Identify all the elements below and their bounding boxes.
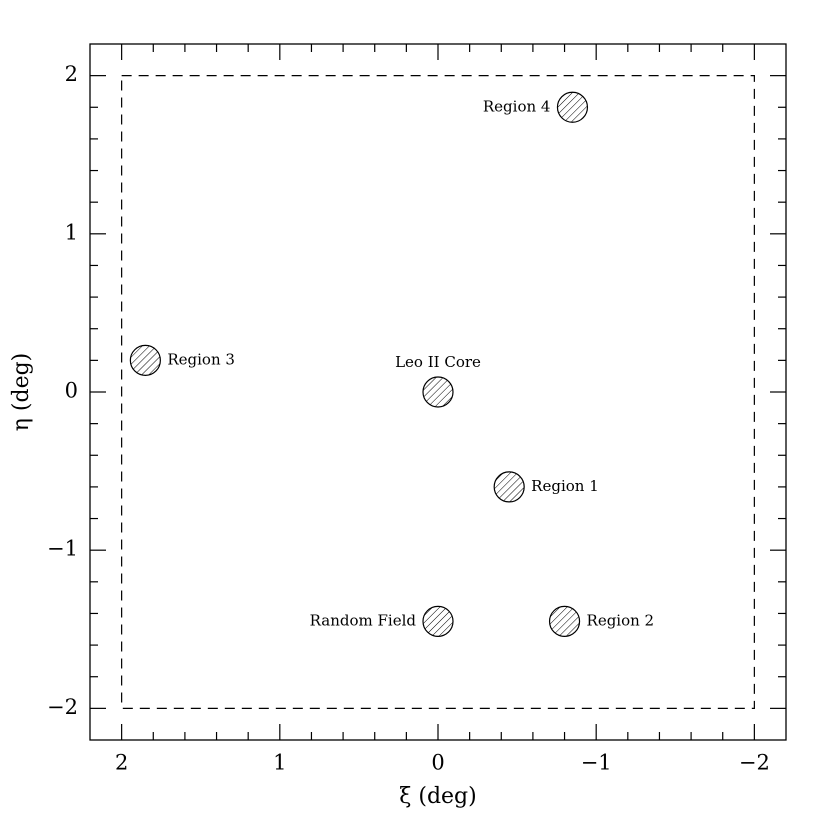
- region-marker: [422, 376, 454, 408]
- region-label: Region 3: [167, 350, 235, 368]
- region-label: Leo II Core: [395, 353, 481, 371]
- y-tick-label: −1: [47, 537, 78, 561]
- region-label: Region 2: [587, 611, 655, 629]
- y-tick-label: 1: [65, 220, 78, 244]
- region-label: Region 4: [483, 97, 551, 115]
- region-marker: [548, 605, 581, 637]
- region-label: Random Field: [310, 611, 417, 629]
- region-marker: [422, 605, 454, 637]
- region-marker: [129, 344, 161, 376]
- y-tick-label: −2: [47, 695, 78, 719]
- x-tick-label: −2: [739, 751, 770, 775]
- survey-box: [121, 75, 755, 709]
- region-marker: [556, 91, 589, 123]
- x-tick-label: 2: [115, 751, 128, 775]
- x-tick-label: 0: [431, 751, 444, 775]
- x-tick-label: 1: [273, 751, 286, 775]
- region-marker: [493, 471, 525, 503]
- y-tick-label: 2: [65, 62, 78, 86]
- x-tick-label: −1: [581, 751, 612, 775]
- region-label: Region 1: [531, 477, 599, 495]
- x-axis-title: ξ (deg): [399, 784, 476, 809]
- y-axis-title: η (deg): [9, 353, 34, 432]
- y-tick-label: 0: [65, 379, 78, 403]
